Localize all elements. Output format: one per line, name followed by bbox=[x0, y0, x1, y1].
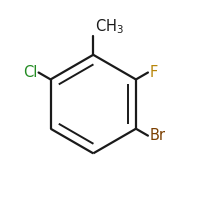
Text: F: F bbox=[149, 65, 158, 80]
Text: CH$_3$: CH$_3$ bbox=[95, 17, 124, 36]
Text: Br: Br bbox=[149, 128, 165, 143]
Text: Cl: Cl bbox=[23, 65, 37, 80]
